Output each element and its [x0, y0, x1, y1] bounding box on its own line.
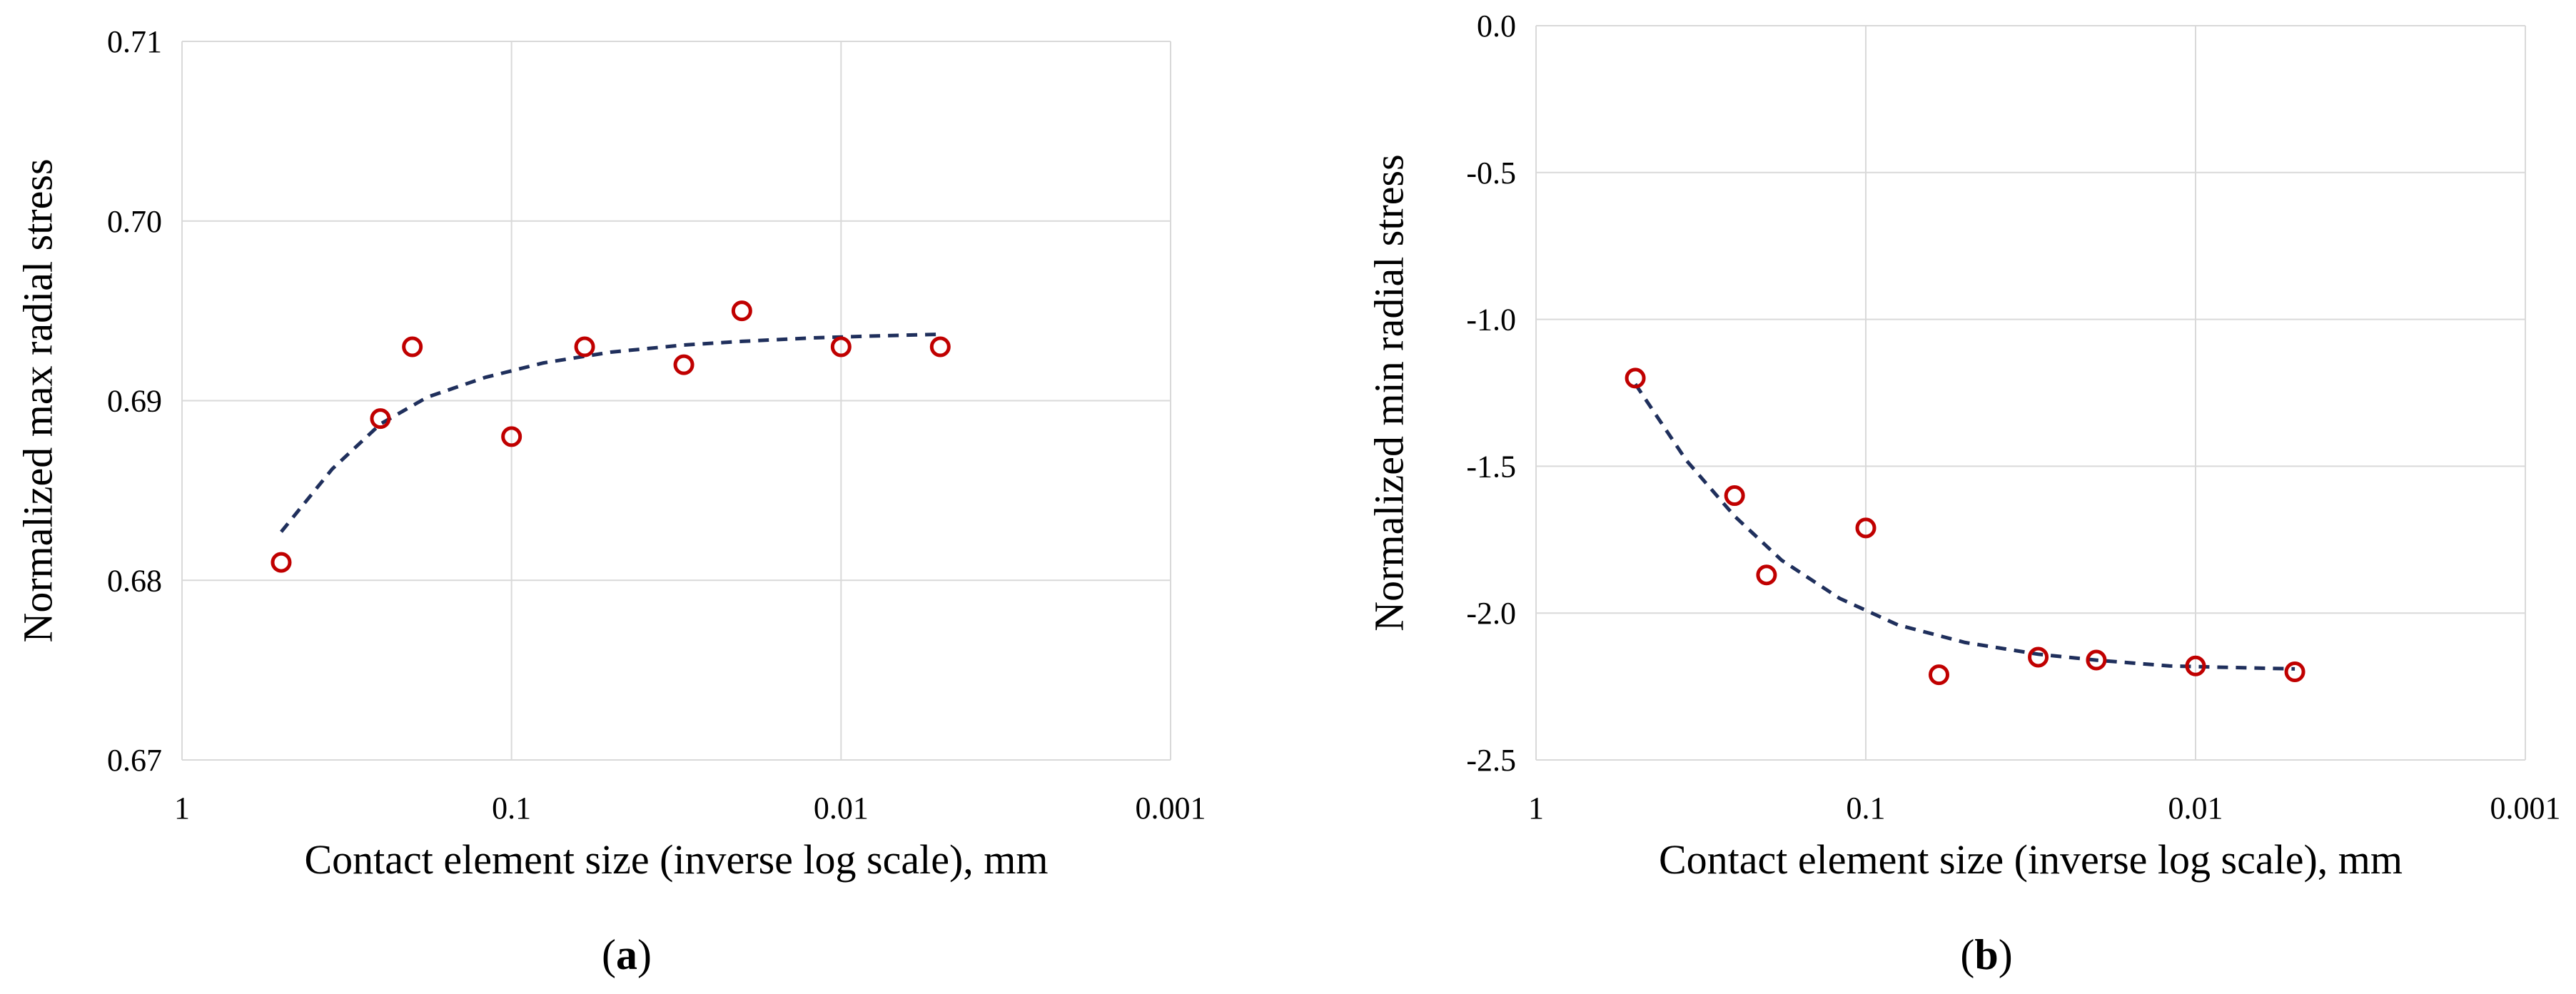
- panel-caption-letter: a: [616, 931, 637, 978]
- x-tick-label: 0.01: [814, 791, 869, 826]
- y-tick-label: 0.69: [107, 384, 162, 419]
- x-tick-label: 0.01: [2168, 791, 2223, 826]
- trend-line-series-1: [280, 332, 941, 533]
- data-point: [402, 336, 423, 357]
- panel-caption-open: (: [602, 931, 616, 978]
- y-tick-label: -2.0: [1466, 596, 1516, 631]
- data-point: [731, 300, 752, 322]
- x-tick-label: 0.001: [2490, 791, 2561, 826]
- y-tick-label: 0.68: [107, 563, 162, 598]
- y-axis-label: Normalized min radial stress: [1365, 154, 1412, 631]
- data-point: [2185, 655, 2206, 676]
- y-axis-label: Normalized max radial stress: [14, 158, 61, 642]
- data-point: [673, 354, 694, 375]
- x-axis-label: Contact element size (inverse log scale)…: [1659, 836, 2403, 883]
- y-tick-label: -1.0: [1466, 303, 1516, 338]
- chart-panel-a: 0.67 0.68 0.69 0.70 0.71 1 0.1 0.01 0.001 Normali…: [14, 24, 1206, 978]
- data-point: [501, 426, 522, 447]
- data-point: [1756, 564, 1777, 586]
- panel-caption-close: ): [637, 931, 652, 978]
- data-point: [2028, 646, 2049, 668]
- panel-caption-letter: b: [1974, 931, 1998, 978]
- data-point: [1928, 664, 1949, 686]
- data-point: [830, 336, 852, 357]
- data-point: [370, 408, 391, 430]
- data-point: [574, 336, 595, 357]
- x-tick-label: 0.1: [492, 791, 531, 826]
- y-tick-label: -0.5: [1466, 156, 1516, 191]
- x-tick-label: 0.1: [1847, 791, 1886, 826]
- data-point: [2284, 661, 2305, 683]
- trend-line-series-1: [1634, 382, 2295, 671]
- data-point: [929, 336, 951, 357]
- y-tick-label: 0.0: [1477, 9, 1516, 44]
- data-point: [271, 552, 292, 573]
- panel-caption: (a): [602, 931, 652, 978]
- panel-caption: (b): [1960, 931, 2012, 978]
- y-tick-label: -2.5: [1466, 743, 1516, 778]
- data-point: [1625, 367, 1646, 389]
- data-point: [1855, 517, 1877, 539]
- y-tick-label: 0.71: [107, 24, 162, 59]
- x-tick-label: 1: [1528, 791, 1544, 826]
- data-point: [2086, 649, 2107, 671]
- panel-caption-close: ): [1999, 931, 2013, 978]
- chart-panel-b: 0.0 -0.5 -1.0 -1.5 -2.0 -2.5 1 0.1 0.01 0.001 Norm…: [1365, 9, 2560, 978]
- x-tick-label: 1: [174, 791, 190, 826]
- y-tick-label: -1.5: [1466, 449, 1516, 484]
- x-tick-label: 0.001: [1136, 791, 1206, 826]
- y-tick-label: 0.67: [107, 743, 162, 778]
- panel-caption-open: (: [1960, 931, 1974, 978]
- y-tick-label: 0.70: [107, 204, 162, 239]
- data-point: [1724, 485, 1745, 507]
- x-axis-label: Contact element size (inverse log scale)…: [304, 836, 1048, 883]
